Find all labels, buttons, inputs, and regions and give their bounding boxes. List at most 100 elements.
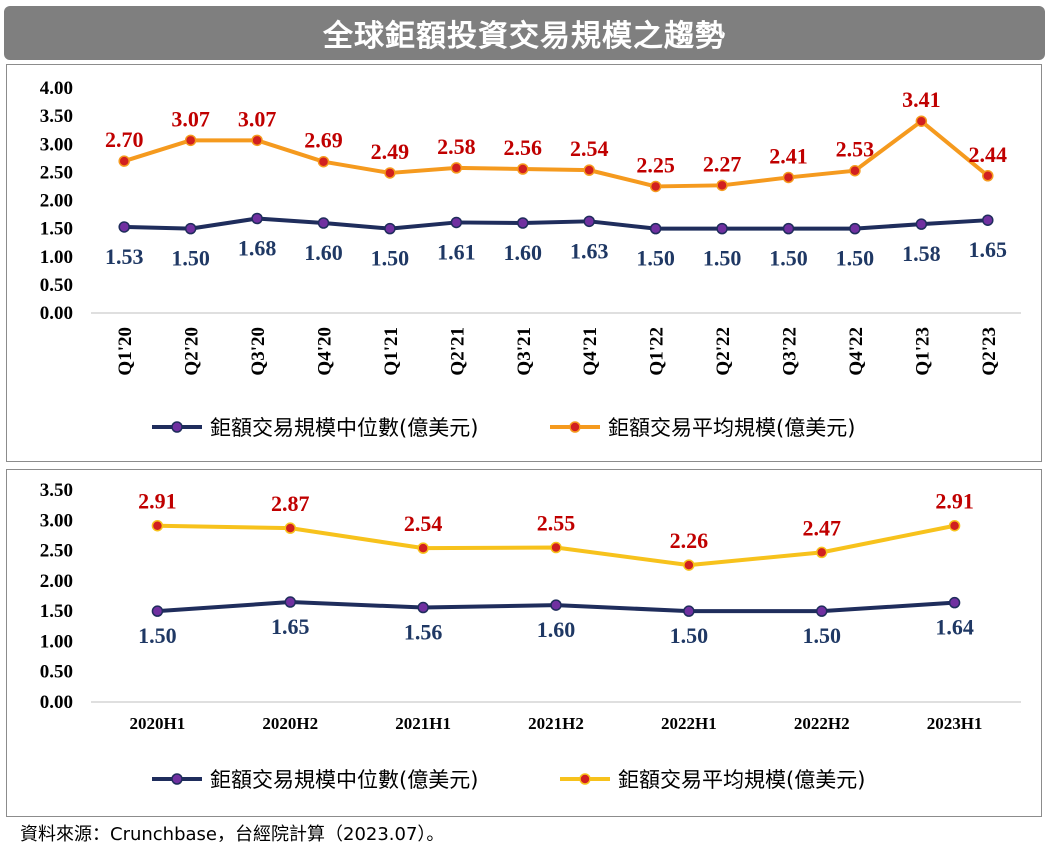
q-median-data-label: 1.58 — [902, 241, 941, 266]
q-mean-point — [317, 155, 330, 168]
q-median-point — [849, 222, 861, 235]
q-median-data-label: 1.61 — [437, 239, 476, 264]
q-x-tick-label: Q4'20 — [315, 327, 336, 376]
h-y-tick-label: 1.00 — [40, 631, 73, 652]
h-mean-data-label: 2.26 — [670, 528, 709, 553]
h-y-tick-label: 3.00 — [40, 510, 73, 531]
quarterly-chart-panel: 0.00 0.50 1.00 1.50 2.00 2.50 3.00 3.50 4.00 Q1'2… — [6, 64, 1042, 462]
q-mean-point — [118, 155, 130, 167]
q-y-tick-label: 1.00 — [40, 247, 73, 268]
h-median-point — [550, 599, 562, 611]
q-x-tick-label: Q1'23 — [912, 327, 933, 376]
q-mean-point — [583, 164, 595, 176]
q-median-point — [317, 217, 330, 229]
q-median-point — [184, 222, 197, 235]
h-median-point — [151, 605, 164, 617]
q-median-data-label: 1.68 — [238, 236, 277, 261]
q-x-tick-label: Q4'21 — [580, 327, 601, 376]
q-median-point — [649, 222, 662, 235]
q-median-point — [583, 215, 595, 228]
q-y-tick-label: 2.00 — [40, 191, 73, 212]
q-mean-point — [649, 180, 662, 193]
h-y-tick-label: 0.00 — [40, 692, 73, 713]
q-median-point — [251, 212, 263, 225]
h-mean-point — [683, 559, 695, 571]
q-mean-point — [184, 134, 197, 147]
h-mean-point — [550, 541, 562, 554]
h-x-tick-label: 2023H1 — [927, 714, 983, 733]
q-median-data-label: 1.53 — [105, 244, 144, 269]
q-legend-label: 鉅額交易平均規模(億美元) — [608, 416, 855, 440]
q-median-point — [517, 217, 529, 229]
h-median-point — [815, 605, 828, 617]
q-mean-point — [782, 171, 795, 184]
q-mean-data-label: 2.49 — [371, 139, 410, 164]
q-median-point — [982, 214, 994, 226]
h-mean-data-label: 2.91 — [935, 489, 974, 514]
q-y-tick-label: 4.00 — [40, 78, 73, 99]
h-legend-marker — [579, 773, 591, 785]
q-median-data-label: 1.50 — [703, 246, 742, 271]
q-mean-point — [716, 179, 728, 192]
q-x-tick-label: Q4'22 — [846, 327, 867, 376]
q-mean-point — [450, 162, 463, 174]
q-y-tick-label: 3.50 — [40, 106, 73, 127]
h-median-point — [417, 601, 429, 614]
q-x-tick-label: Q2'20 — [182, 327, 203, 376]
title-bar: 全球鉅額投資交易規模之趨勢 — [4, 6, 1045, 60]
h-x-tick-label: 2021H2 — [528, 714, 584, 733]
h-mean-data-label: 2.47 — [802, 515, 841, 540]
h-y-tick-label: 2.00 — [40, 571, 73, 592]
q-median-data-label: 1.60 — [304, 240, 343, 265]
h-mean-data-label: 2.91 — [138, 489, 177, 514]
h-mean-point — [417, 542, 429, 554]
q-mean-point — [517, 163, 529, 175]
q-mean-data-label: 2.56 — [504, 135, 543, 160]
q-x-tick-label: Q2'22 — [713, 327, 734, 376]
q-legend-marker — [569, 421, 581, 433]
h-median-point — [948, 596, 961, 609]
h-median-data-label: 1.64 — [935, 615, 974, 640]
h-mean-point — [284, 522, 297, 534]
q-median-point — [716, 222, 728, 235]
h-mean-point — [151, 519, 164, 532]
q-mean-data-label: 2.44 — [969, 142, 1008, 167]
q-mean-data-label: 2.54 — [570, 136, 609, 161]
q-y-tick-label: 1.50 — [40, 219, 73, 240]
q-median-point — [782, 222, 795, 235]
h-x-tick-label: 2022H1 — [661, 714, 717, 733]
h-median-point — [284, 596, 297, 608]
h-median-data-label: 1.50 — [802, 623, 841, 648]
q-median-data-label: 1.50 — [769, 246, 808, 271]
h-mean-data-label: 2.87 — [271, 491, 310, 516]
q-mean-data-label: 2.53 — [836, 137, 875, 162]
h-x-tick-label: 2020H1 — [130, 714, 186, 733]
q-median-data-label: 1.50 — [371, 246, 410, 271]
q-median-point — [450, 216, 463, 229]
h-x-tick-label: 2021H1 — [395, 714, 451, 733]
h-y-tick-label: 2.50 — [40, 541, 73, 562]
h-x-tick-label: 2022H2 — [794, 714, 850, 733]
q-x-tick-label: Q1'22 — [647, 327, 668, 376]
q-x-tick-label: Q2'23 — [979, 327, 1000, 376]
h-mean-data-label: 2.54 — [404, 511, 443, 536]
h-y-tick-label: 3.50 — [40, 480, 73, 501]
h-median-data-label: 1.60 — [537, 617, 576, 642]
q-median-point — [118, 221, 130, 233]
q-mean-data-label: 2.70 — [105, 127, 144, 152]
q-mean-point — [915, 115, 928, 127]
h-y-tick-label: 1.50 — [40, 601, 73, 622]
q-mean-series-line — [123, 119, 990, 189]
q-median-data-label: 1.50 — [636, 246, 675, 271]
q-mean-point — [251, 134, 263, 147]
h-median-data-label: 1.50 — [670, 623, 709, 648]
q-mean-data-label: 3.07 — [238, 106, 277, 131]
q-median-data-label: 1.63 — [570, 238, 609, 263]
q-mean-data-label: 3.07 — [171, 106, 210, 131]
q-y-tick-label: 0.50 — [40, 275, 73, 296]
h-median-point — [683, 605, 695, 617]
quarterly-chart: 0.00 0.50 1.00 1.50 2.00 2.50 3.00 3.50 4.00 Q1'2… — [40, 78, 1021, 440]
q-mean-data-label: 2.58 — [437, 134, 476, 159]
q-mean-point — [849, 164, 861, 177]
q-x-tick-label: Q3'20 — [248, 327, 269, 376]
